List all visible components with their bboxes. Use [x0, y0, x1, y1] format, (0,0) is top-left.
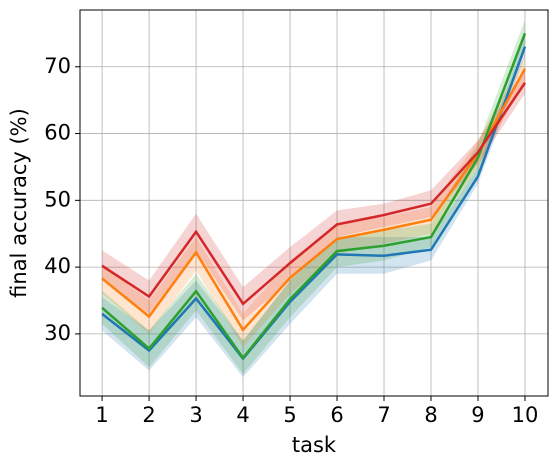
x-tick-label: 5 — [283, 403, 296, 427]
error-band — [102, 70, 525, 321]
plot-frame — [79, 9, 549, 397]
y-tick-label: 50 — [44, 187, 71, 211]
x-tick-label: 9 — [471, 403, 484, 427]
x-tick-label: 10 — [512, 403, 539, 427]
x-tick-label: 6 — [330, 403, 343, 427]
line — [101, 32, 527, 361]
y-tick-label: 70 — [44, 54, 71, 78]
line — [101, 46, 527, 361]
x-tick-label: 8 — [424, 403, 437, 427]
y-tick-label: 30 — [44, 321, 71, 345]
x-tick-label: 1 — [95, 403, 108, 427]
error-band — [102, 20, 525, 374]
x-tick-label: 3 — [189, 403, 202, 427]
x-tick-label: 7 — [377, 403, 390, 427]
line — [101, 68, 527, 332]
x-tick-label: 4 — [236, 403, 249, 427]
error-band — [102, 56, 525, 348]
y-tick-label: 60 — [44, 121, 71, 145]
y-axis-label: final accuracy (%) — [7, 108, 31, 298]
line — [101, 82, 527, 306]
x-axis-label: task — [292, 433, 337, 457]
y-tick-label: 40 — [44, 254, 71, 278]
x-tick-label: 2 — [142, 403, 155, 427]
